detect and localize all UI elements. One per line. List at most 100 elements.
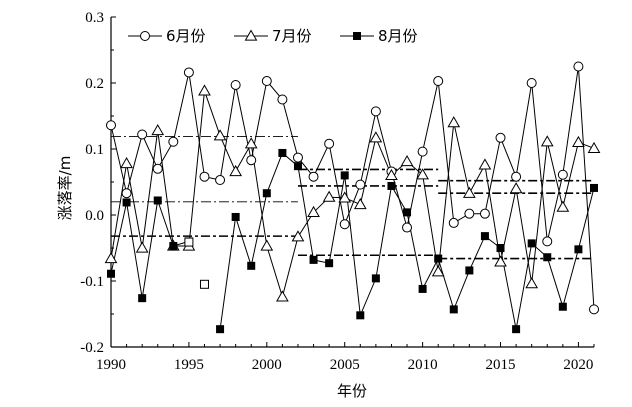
- data-point: [229, 164, 243, 177]
- data-point: [120, 157, 133, 169]
- x-tick-label: 2000: [252, 357, 282, 373]
- data-point: [369, 131, 383, 143]
- data-point: [403, 208, 412, 217]
- data-point: [152, 163, 163, 174]
- data-point: [215, 175, 226, 186]
- data-point: [402, 222, 413, 233]
- data-point: [199, 279, 209, 289]
- data-point: [589, 304, 599, 315]
- reference-lines: [111, 136, 594, 260]
- data-point: [543, 253, 552, 262]
- data-point: [449, 305, 458, 314]
- data-point: [385, 168, 398, 181]
- data-point: [339, 219, 350, 230]
- y-tick-label: 0.1: [85, 142, 104, 158]
- x-tick-label: 2010: [408, 357, 438, 373]
- x-tick-label: 2020: [563, 357, 593, 373]
- data-point: [262, 189, 271, 198]
- x-axis-ticks: 1990 1995 2000 2005 2010 2015 2020: [96, 342, 595, 373]
- series-line-2: [110, 90, 595, 299]
- data-point: [387, 181, 396, 190]
- data-point: [464, 208, 475, 219]
- data-point: [526, 78, 537, 88]
- series-markers: [104, 61, 601, 334]
- data-point: [495, 132, 506, 143]
- data-point: [199, 171, 210, 182]
- data-point: [496, 244, 505, 252]
- data-point: [371, 274, 380, 283]
- data-point: [590, 183, 598, 192]
- data-point: [277, 94, 288, 105]
- data-point: [400, 155, 414, 167]
- legend-marker: [353, 32, 361, 40]
- data-point: [246, 155, 257, 166]
- data-point: [107, 269, 115, 278]
- data-point: [479, 208, 490, 219]
- data-point: [153, 196, 162, 205]
- data-point: [184, 237, 194, 247]
- data-point: [433, 76, 444, 87]
- data-point: [509, 182, 523, 194]
- data-point: [417, 146, 428, 157]
- legend-marker: [140, 31, 150, 41]
- series-line-3: [219, 152, 595, 330]
- data-point: [293, 162, 302, 171]
- data-point: [122, 198, 131, 207]
- data-point: [480, 232, 489, 241]
- data-point: [574, 245, 583, 254]
- series-line-1: [110, 66, 595, 310]
- y-tick-label: 0.0: [85, 208, 104, 224]
- data-point: [525, 277, 539, 289]
- data-point: [462, 186, 476, 198]
- data-point: [168, 136, 179, 147]
- data-point: [244, 137, 258, 149]
- data-point: [121, 188, 132, 199]
- data-point: [309, 255, 318, 264]
- data-point: [106, 120, 116, 131]
- data-point: [137, 129, 148, 140]
- data-point: [322, 190, 336, 202]
- data-point: [448, 217, 459, 228]
- data-point: [216, 325, 225, 334]
- data-point: [231, 212, 240, 221]
- data-point: [558, 302, 567, 311]
- data-point: [135, 241, 149, 253]
- data-point: [494, 255, 507, 267]
- data-point: [356, 311, 365, 320]
- data-point: [292, 152, 303, 163]
- data-point: [557, 169, 568, 180]
- data-point: [434, 254, 443, 263]
- legend-label: 8月份: [378, 27, 418, 45]
- data-point: [230, 79, 241, 90]
- data-point: [556, 200, 570, 212]
- data-point: [198, 84, 211, 96]
- data-point: [169, 242, 178, 251]
- data-point: [573, 61, 584, 72]
- data-point: [308, 171, 319, 182]
- data-point: [247, 261, 256, 270]
- y-tick-label: -0.2: [80, 340, 104, 356]
- data-point: [260, 239, 274, 251]
- data-point: [183, 67, 194, 78]
- legend-label: 7月份: [272, 27, 312, 45]
- data-point: [213, 129, 227, 141]
- legend: 6月份 7月份 8月份: [128, 27, 418, 45]
- data-point: [416, 168, 429, 180]
- data-point: [338, 191, 352, 203]
- data-point: [151, 124, 165, 136]
- data-point: [353, 197, 367, 210]
- legend-label: 6月份: [166, 27, 206, 45]
- x-axis-title: 年份: [337, 382, 367, 400]
- x-tick-label: 1990: [96, 357, 126, 373]
- data-point: [540, 135, 554, 147]
- data-point: [340, 171, 349, 180]
- data-point: [138, 294, 147, 303]
- y-tick-label: -0.1: [80, 274, 104, 290]
- data-point: [276, 290, 289, 302]
- legend-marker: [244, 29, 258, 41]
- y-axis-title: 涨落率/m: [56, 156, 74, 221]
- x-tick-label: 1995: [174, 357, 204, 373]
- data-point: [512, 325, 521, 334]
- data-point: [542, 236, 553, 247]
